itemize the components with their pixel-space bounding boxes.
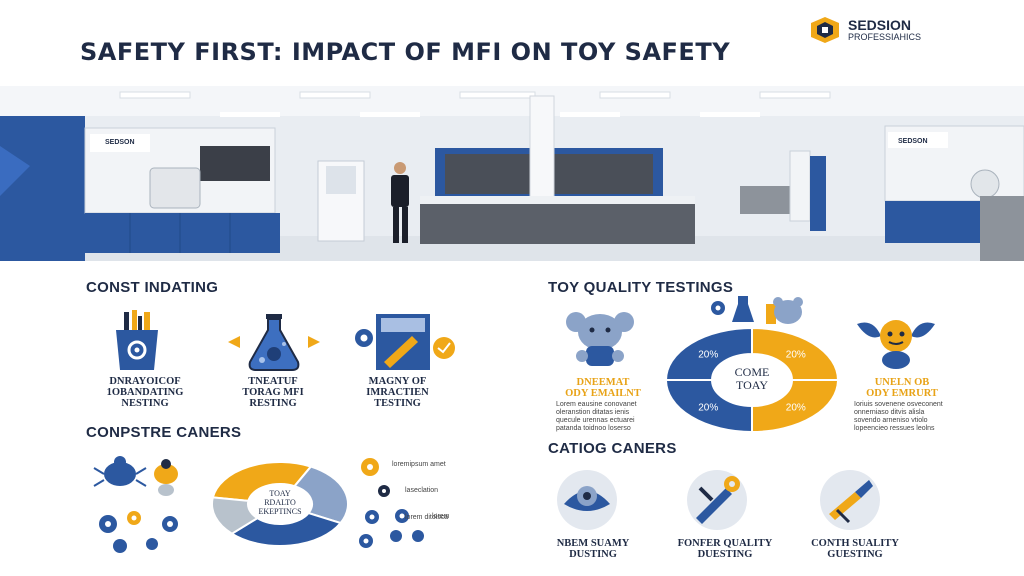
pie-slice-1 (751, 326, 840, 381)
conpstre-caners-heading: CONPSTRE CANERS (86, 424, 242, 441)
const-item-caption-1: DNRAYOICOF 1OBANDATING NESTING (106, 376, 184, 409)
toy-quality-heading: TOY QUALITY TESTINGS (548, 279, 734, 296)
gear-scan-icon (557, 470, 617, 530)
bee-toy-icon (857, 320, 935, 369)
page-title: SAFETY FIRST: IMPACT OF MFI ON TOY SAFET… (80, 38, 731, 66)
brand: SEDSION PROFESSIAHICS (808, 17, 921, 43)
flask-icon (228, 314, 320, 371)
donut-center-label: RDALTO (264, 498, 296, 507)
const-indating-heading: CONST INDATING (86, 279, 219, 296)
pen-tool-icon (820, 470, 880, 530)
toy-right-text: Ioriuis sovenene osveconent onnerniaso d… (854, 401, 943, 432)
toy-left-text: Lorem eausine conovanet oleranstion dita… (556, 401, 637, 432)
pie-label-2: 20% (786, 402, 806, 413)
brand-logo-icon (811, 17, 839, 43)
brand-name: SEDSION (848, 17, 912, 33)
wrench-icon (687, 470, 747, 530)
catiog-caption-2: FONFER QUALITY DUESTING (677, 538, 773, 560)
lab-photo: SEDSON SEDSON (0, 86, 1024, 261)
small-gears-icon (390, 509, 424, 542)
pie-slice-4 (664, 326, 753, 381)
legend-line-1: loremipsum amet (392, 461, 446, 468)
pie-center (714, 356, 790, 404)
toy-right-caption: UNELN OB ODY EMRURT (866, 377, 938, 399)
machine-icon (355, 314, 455, 370)
const-item-caption-2: TNEATUF TORAG MFI RESTING (242, 376, 304, 409)
bug-gear-cluster-icon (93, 456, 178, 553)
lab-scene: SEDSON SEDSON (0, 86, 1024, 261)
teddy-bear-icon (566, 312, 634, 366)
donut-center-label: EKEPTINCS (258, 507, 301, 516)
catiog-caption-1: NBEM SUAMY DUSTING (556, 538, 630, 560)
toy-left-caption: DNEEMAT ODY EMAILNT (565, 377, 641, 399)
left-sign: SEDSON (105, 139, 135, 146)
pie-center-label: COME (735, 365, 770, 379)
pie-label-1: 20% (786, 350, 806, 361)
donut-center (248, 484, 312, 524)
catiog-caners-heading: CATIOG CANERS (548, 440, 677, 457)
pie-slice-2 (751, 379, 840, 434)
legend-line-2: laseclation (405, 487, 439, 494)
catiog-caption-3: CONTH SUALITY GUESTING (811, 538, 899, 560)
const-item-caption-3: MAGNY OF IMRACTIEN TESTING (366, 376, 429, 409)
pie-slice-3 (664, 379, 753, 434)
right-sign: SEDSON (898, 138, 928, 145)
legend-line-3: lorem ditoisca (405, 514, 449, 521)
pie-label-3: 20% (698, 402, 718, 413)
header: SAFETY FIRST: IMPACT OF MFI ON TOY SAFET… (0, 0, 1024, 86)
donut-center-label: TOAY (269, 489, 291, 498)
toy-tools-icon (711, 296, 803, 324)
gear-list-icons (359, 458, 390, 548)
cup-tools-icon (116, 310, 158, 370)
brand-subtitle: PROFESSIAHICS (848, 32, 922, 42)
pie-center-label: TOAY (736, 378, 768, 392)
pie-label-4: 20% (698, 350, 718, 361)
legend-line-4: lorem (432, 513, 450, 520)
